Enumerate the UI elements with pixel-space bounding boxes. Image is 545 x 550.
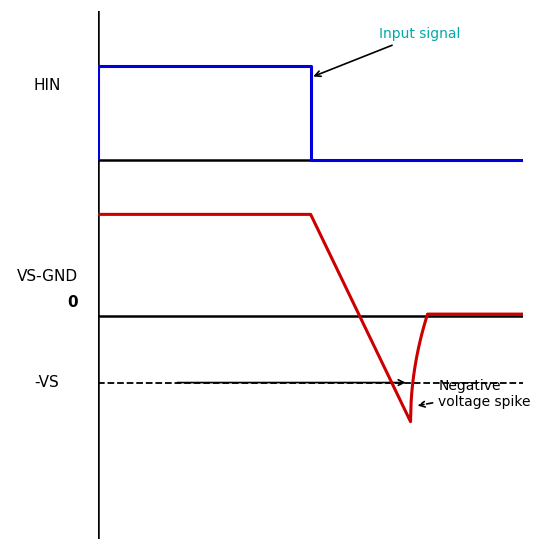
- Text: Negative
voltage spike: Negative voltage spike: [419, 378, 531, 409]
- Text: Input signal: Input signal: [315, 28, 460, 76]
- Text: HIN: HIN: [33, 78, 61, 93]
- Text: 0: 0: [67, 295, 78, 310]
- Text: -VS: -VS: [35, 375, 59, 390]
- Text: VS-GND: VS-GND: [16, 270, 77, 284]
